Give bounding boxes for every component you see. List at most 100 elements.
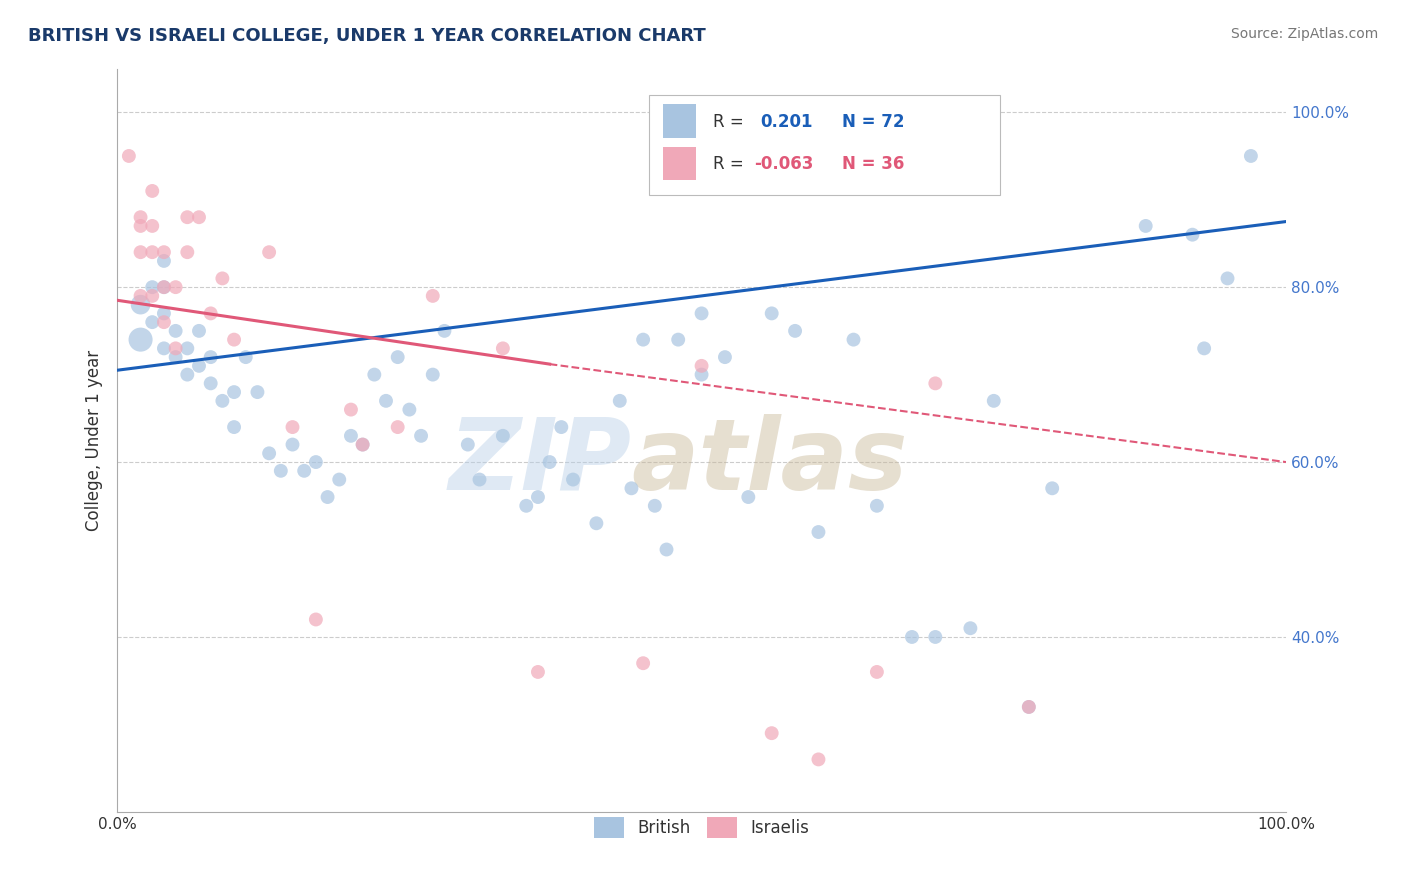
Point <box>188 324 211 338</box>
Point <box>375 393 398 408</box>
Point <box>538 455 561 469</box>
Text: R =: R = <box>713 113 755 131</box>
Point <box>153 315 176 329</box>
Point <box>842 333 865 347</box>
Point <box>200 350 222 364</box>
Point <box>141 289 163 303</box>
Point <box>165 342 187 356</box>
Point <box>211 271 233 285</box>
Point <box>270 464 292 478</box>
Point <box>141 245 163 260</box>
Point <box>340 402 363 417</box>
Point <box>200 306 222 320</box>
Point <box>959 621 981 635</box>
Point <box>129 289 152 303</box>
Point <box>983 393 1005 408</box>
Point <box>690 368 713 382</box>
Point <box>153 280 176 294</box>
Y-axis label: College, Under 1 year: College, Under 1 year <box>86 350 103 531</box>
Point <box>118 149 141 163</box>
Point <box>644 499 666 513</box>
Text: ZIP: ZIP <box>449 414 631 511</box>
Point <box>1240 149 1263 163</box>
Point <box>609 393 631 408</box>
Point <box>527 490 550 504</box>
Point <box>222 420 245 434</box>
Point <box>631 333 654 347</box>
Point <box>398 402 420 417</box>
Text: R =: R = <box>713 154 749 173</box>
Point <box>655 542 678 557</box>
Point <box>468 473 491 487</box>
Point <box>222 385 245 400</box>
Point <box>141 280 163 294</box>
Point <box>141 184 163 198</box>
Point <box>1018 700 1040 714</box>
Point <box>222 333 245 347</box>
Point <box>129 210 152 224</box>
Text: -0.063: -0.063 <box>754 154 814 173</box>
Point <box>387 420 409 434</box>
Point <box>761 306 783 320</box>
Point <box>176 368 198 382</box>
Point <box>176 342 198 356</box>
Point <box>188 359 211 373</box>
Point <box>200 376 222 391</box>
Point <box>141 315 163 329</box>
Point <box>1018 700 1040 714</box>
Point <box>153 245 176 260</box>
Point <box>340 429 363 443</box>
Point <box>153 342 176 356</box>
Text: N = 36: N = 36 <box>842 154 904 173</box>
Point <box>246 385 269 400</box>
Point <box>866 665 889 679</box>
Point <box>631 657 654 671</box>
Point <box>165 324 187 338</box>
Point <box>433 324 456 338</box>
Text: Source: ZipAtlas.com: Source: ZipAtlas.com <box>1230 27 1378 41</box>
Point <box>1040 481 1063 495</box>
Text: N = 72: N = 72 <box>842 113 904 131</box>
Point <box>141 219 163 233</box>
Point <box>690 306 713 320</box>
Point <box>690 359 713 373</box>
Point <box>1192 342 1215 356</box>
Point <box>352 437 374 451</box>
Point <box>492 342 515 356</box>
Point <box>153 306 176 320</box>
Point <box>281 420 304 434</box>
Point <box>737 490 759 504</box>
Point <box>585 516 607 531</box>
Point <box>257 245 280 260</box>
Point <box>409 429 432 443</box>
Bar <box>664 146 696 180</box>
Point <box>866 499 889 513</box>
Point <box>352 437 374 451</box>
Point <box>257 446 280 460</box>
Point <box>305 455 328 469</box>
Point <box>761 726 783 740</box>
Point <box>422 368 444 382</box>
Point <box>363 368 385 382</box>
Point <box>515 499 537 513</box>
Point <box>620 481 643 495</box>
Point <box>129 245 152 260</box>
Point <box>129 219 152 233</box>
Text: 0.201: 0.201 <box>761 113 813 131</box>
Point <box>176 245 198 260</box>
Text: BRITISH VS ISRAELI COLLEGE, UNDER 1 YEAR CORRELATION CHART: BRITISH VS ISRAELI COLLEGE, UNDER 1 YEAR… <box>28 27 706 45</box>
Point <box>153 254 176 268</box>
Point <box>807 524 830 539</box>
Point <box>807 752 830 766</box>
Point <box>129 298 152 312</box>
Text: atlas: atlas <box>631 414 908 511</box>
Point <box>1216 271 1239 285</box>
Point <box>316 490 339 504</box>
Point <box>188 210 211 224</box>
Point <box>924 376 946 391</box>
Point <box>235 350 257 364</box>
Point <box>714 350 737 364</box>
Point <box>901 630 924 644</box>
FancyBboxPatch shape <box>650 95 1000 194</box>
Point <box>457 437 479 451</box>
